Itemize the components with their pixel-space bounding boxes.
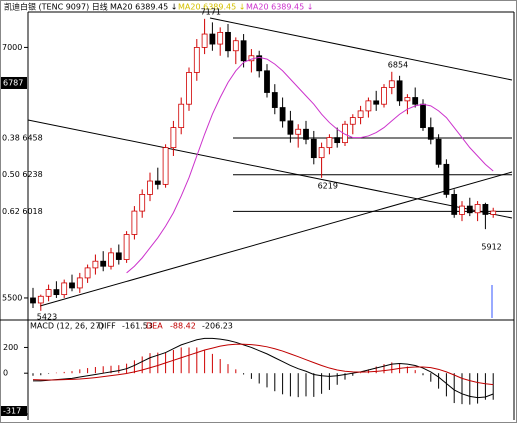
candle-body: [404, 97, 411, 102]
candle-body: [357, 110, 364, 118]
y-tick-label: 0.38 6458: [2, 133, 43, 142]
candle-body: [474, 204, 481, 214]
extreme-label: 5423: [37, 312, 57, 321]
candle-body: [451, 193, 458, 215]
candle-body: [154, 180, 161, 185]
candle-body: [365, 100, 372, 112]
macd-line: [32, 343, 494, 386]
macd-title: MACD (12, 26, 27): [30, 322, 103, 331]
candle-body: [381, 87, 387, 105]
candle-body: [76, 277, 83, 289]
trend-line: [209, 17, 513, 81]
candle-body: [466, 205, 473, 214]
candle-body: [61, 282, 68, 296]
candle-body: [92, 260, 99, 269]
candle-body: [178, 103, 185, 128]
candle-body: [139, 193, 146, 212]
candle-body: [459, 205, 465, 215]
candle-body: [193, 47, 200, 73]
candle-body: [45, 289, 52, 297]
candle-body: [427, 127, 434, 140]
legend-value: -88.42: [170, 322, 196, 331]
candle-body: [240, 40, 247, 62]
extreme-label: 6854: [388, 60, 408, 69]
candle-body: [209, 33, 216, 45]
candle-body: [201, 33, 208, 48]
extreme-label: 5912: [481, 243, 501, 252]
candle-body: [396, 80, 403, 102]
candle-body: [482, 204, 489, 215]
candle-body: [435, 138, 442, 165]
candle-body: [170, 127, 177, 149]
ma-label: MA20 6389.45 ↓: [110, 3, 177, 12]
ma-label: MA20 6389.45 ↓: [178, 3, 245, 12]
y-tick-label: 0.62 6018: [2, 207, 43, 216]
ma-line: [126, 56, 494, 274]
candle-body: [232, 40, 239, 52]
candle-body: [37, 295, 44, 304]
macd-line: [33, 337, 494, 399]
candle-body: [388, 80, 395, 88]
candle-body: [256, 55, 263, 72]
candle-body: [349, 117, 356, 125]
candle-body: [225, 31, 231, 52]
extreme-label: 7171: [201, 7, 221, 16]
trend-line: [27, 119, 513, 219]
candle-body: [412, 97, 419, 105]
y-tick-box: [1, 406, 27, 416]
candle-body: [295, 128, 302, 135]
candle-body: [100, 260, 107, 267]
legend-name: DEA: [146, 322, 163, 331]
candle-body: [115, 252, 122, 260]
y-tick-label: 200: [3, 343, 18, 352]
candle-body: [318, 147, 325, 159]
candle-body: [490, 210, 497, 215]
candle-body: [373, 100, 380, 105]
y-tick-label: -317: [3, 407, 21, 416]
candle-body: [420, 103, 426, 128]
candle-body: [310, 138, 317, 159]
candle-body: [326, 137, 333, 149]
trend-lines: [27, 17, 513, 318]
candle-body: [443, 163, 450, 195]
ma-label: MA20 6389.45 ↓: [246, 3, 313, 12]
candle-body: [147, 180, 153, 195]
chart-title: 凯迪白银 (TENC 9097) 日线: [4, 2, 108, 12]
candle-body: [108, 252, 114, 267]
candle-body: [123, 234, 130, 260]
trend-line: [39, 171, 513, 307]
candle-body: [84, 267, 91, 279]
candle-body: [131, 210, 138, 235]
candle-body: [287, 120, 294, 135]
y-tick-label: 5500: [2, 293, 22, 302]
legend-name: DIFF: [98, 322, 116, 331]
legend-value: -161.53: [122, 322, 153, 331]
price-marker: 6787: [3, 78, 23, 87]
candle-body: [303, 128, 309, 140]
candle-body: [264, 70, 270, 93]
y-tick-label: 0: [3, 369, 8, 378]
candle-body: [30, 297, 36, 304]
legend-value: -206.23: [202, 322, 233, 331]
candle-body: [271, 92, 278, 108]
candle-body: [279, 107, 286, 122]
candle-body: [69, 282, 75, 289]
candle-body: [162, 147, 169, 185]
y-tick-label: 7000: [2, 43, 22, 52]
candle-body: [334, 137, 341, 144]
price-marker-box: [1, 76, 27, 89]
extreme-label: 6219: [318, 181, 338, 190]
candle-body: [217, 31, 224, 45]
y-tick-label: 0.50 6238: [2, 170, 43, 179]
candle-body: [186, 72, 192, 105]
candle-body: [53, 289, 60, 296]
candle-body: [342, 123, 348, 144]
